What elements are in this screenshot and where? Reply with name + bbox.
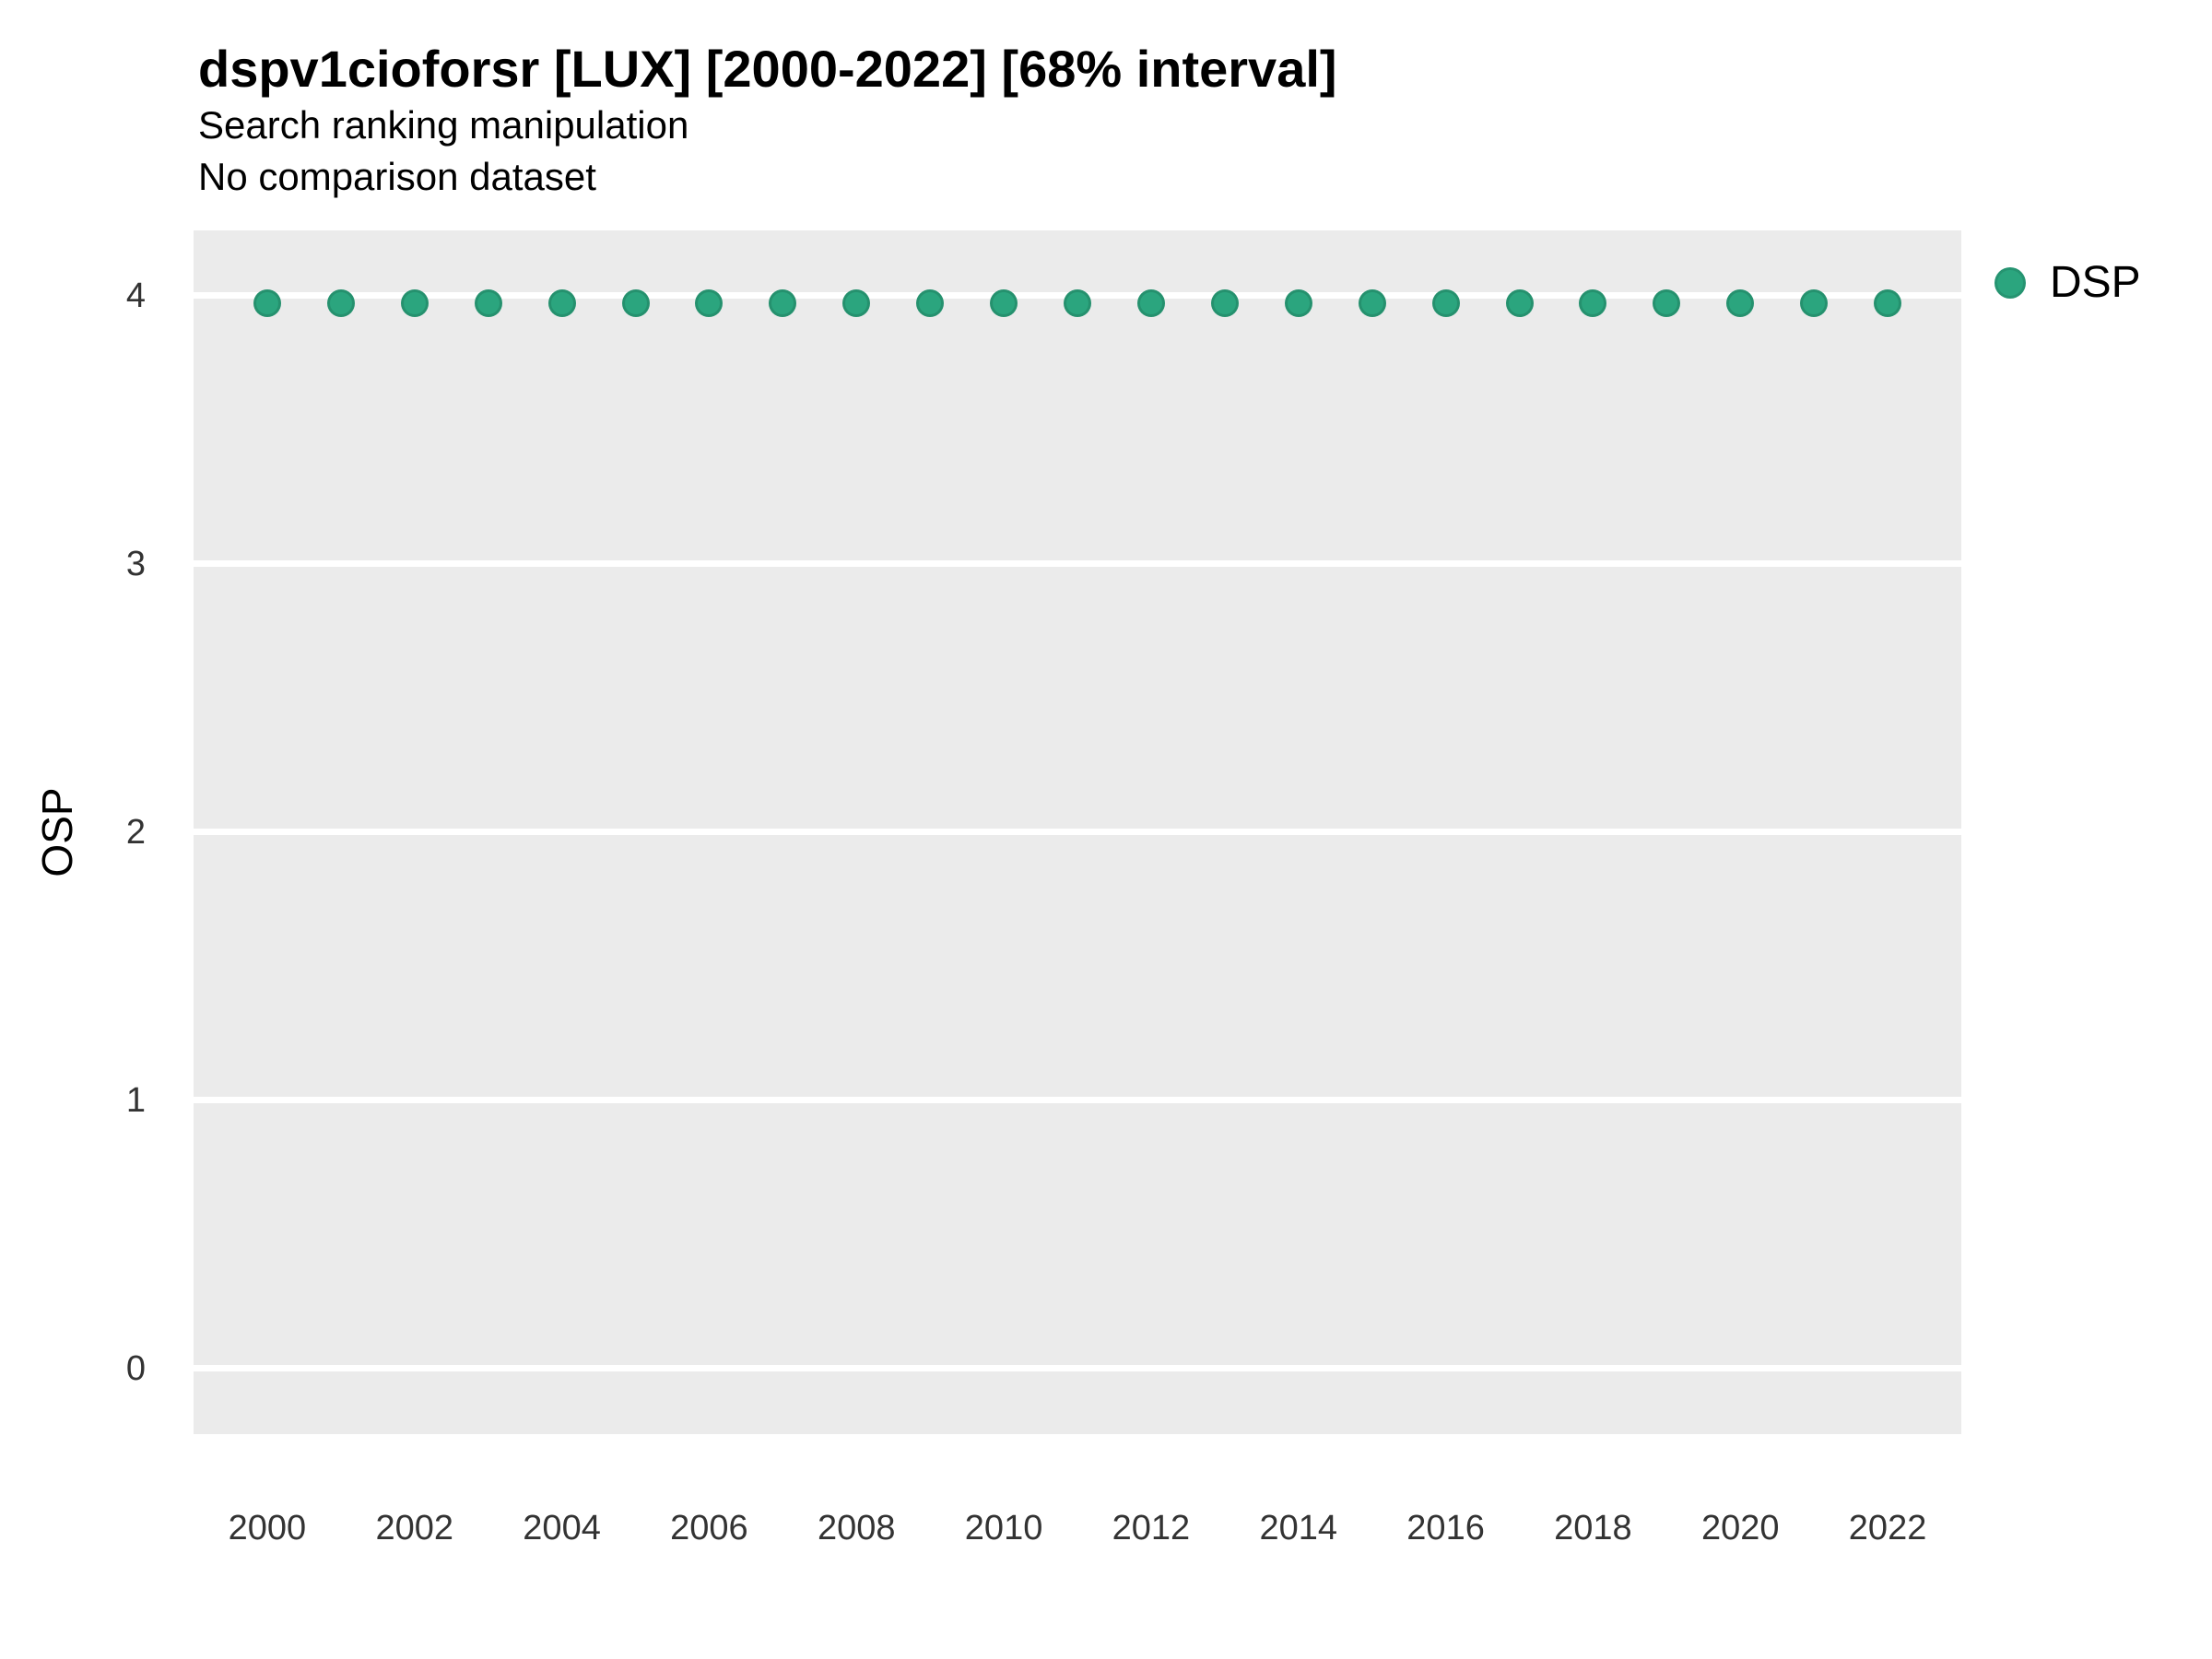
data-point-2004 bbox=[547, 289, 576, 318]
chart-title: dspv1cioforsr [LUX] [2000-2022] [68% int… bbox=[198, 40, 1337, 98]
y-tick-label-4: 4 bbox=[125, 276, 146, 315]
x-tick-label-2014: 2014 bbox=[1259, 1509, 1338, 1547]
data-point-2022 bbox=[1874, 289, 1902, 318]
x-tick-label-2004: 2004 bbox=[523, 1509, 601, 1547]
x-tick-label-2020: 2020 bbox=[1700, 1509, 1780, 1547]
data-point-2019 bbox=[1653, 289, 1681, 318]
y-gridline-0 bbox=[194, 1365, 1961, 1372]
data-point-2015 bbox=[1358, 289, 1386, 318]
x-tick-label-2010: 2010 bbox=[964, 1509, 1043, 1547]
y-gridline-2 bbox=[194, 829, 1961, 836]
data-point-2008 bbox=[842, 289, 871, 318]
y-tick-label-2: 2 bbox=[125, 812, 146, 852]
data-point-2016 bbox=[1431, 289, 1460, 318]
data-point-2018 bbox=[1579, 289, 1607, 318]
legend-point-icon bbox=[1994, 267, 2026, 299]
data-point-2000 bbox=[253, 289, 281, 318]
y-tick-label-0: 0 bbox=[125, 1348, 146, 1388]
y-gridline-1 bbox=[194, 1097, 1961, 1104]
data-point-2002 bbox=[400, 289, 429, 318]
chart-subtitle-line-1: Search ranking manipulation bbox=[198, 103, 689, 147]
data-point-2012 bbox=[1136, 289, 1165, 318]
data-point-2017 bbox=[1505, 289, 1534, 318]
chart-subtitle-line-2: No comparison dataset bbox=[198, 155, 596, 198]
y-tick-label-1: 1 bbox=[125, 1080, 146, 1120]
data-point-2007 bbox=[769, 289, 797, 318]
data-point-2020 bbox=[1726, 289, 1755, 318]
x-tick-label-2016: 2016 bbox=[1406, 1509, 1485, 1547]
legend: DSP bbox=[1994, 261, 2141, 305]
data-point-2010 bbox=[990, 289, 1018, 318]
y-gridline-3 bbox=[194, 560, 1961, 568]
data-point-2006 bbox=[695, 289, 724, 318]
x-tick-label-2000: 2000 bbox=[228, 1509, 307, 1547]
data-point-2013 bbox=[1210, 289, 1239, 318]
x-tick-label-2022: 2022 bbox=[1848, 1509, 1927, 1547]
plot-area bbox=[194, 230, 1961, 1434]
x-tick-label-2002: 2002 bbox=[375, 1509, 454, 1547]
x-tick-label-2012: 2012 bbox=[1112, 1509, 1191, 1547]
data-point-2005 bbox=[621, 289, 650, 318]
data-point-2021 bbox=[1800, 289, 1829, 318]
data-point-2001 bbox=[326, 289, 355, 318]
y-tick-label-3: 3 bbox=[125, 544, 146, 583]
data-point-2009 bbox=[916, 289, 945, 318]
data-point-2011 bbox=[1064, 289, 1091, 318]
data-point-2014 bbox=[1284, 289, 1312, 318]
x-tick-label-2018: 2018 bbox=[1554, 1509, 1632, 1547]
x-tick-label-2006: 2006 bbox=[670, 1509, 748, 1547]
x-tick-label-2008: 2008 bbox=[817, 1509, 896, 1547]
legend-label-dsp: DSP bbox=[2050, 258, 2141, 307]
data-point-2003 bbox=[474, 289, 502, 318]
